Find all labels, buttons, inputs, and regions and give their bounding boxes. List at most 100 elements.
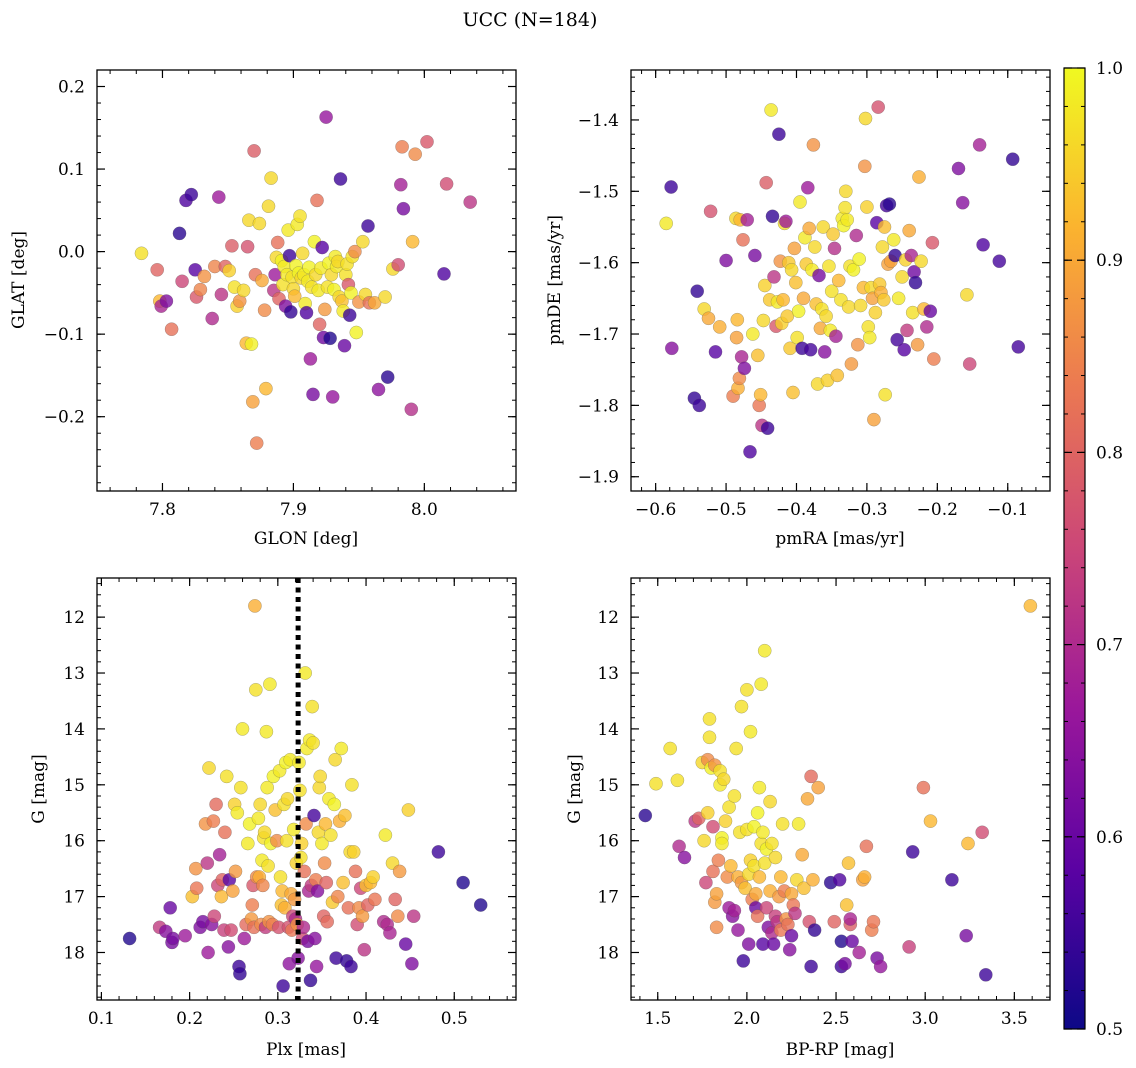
scatter-point xyxy=(727,789,742,803)
scatter-point xyxy=(251,811,266,826)
scatter-point xyxy=(431,845,446,859)
scatter-point xyxy=(420,134,434,149)
scatter-point xyxy=(649,776,663,791)
y-tick-label: −0.2 xyxy=(44,408,85,428)
scatter-point xyxy=(259,381,273,396)
scatter-point xyxy=(838,200,852,215)
x-tick-label: 8.0 xyxy=(411,500,438,520)
x-tick-label: 7.8 xyxy=(149,500,176,520)
scatter-point xyxy=(237,931,252,946)
scatter-point xyxy=(780,309,795,324)
scatter-point xyxy=(348,864,363,879)
y-tick-label: 13 xyxy=(63,664,85,684)
scatter-point xyxy=(337,338,352,353)
scatter-point xyxy=(313,769,328,784)
scatter-point xyxy=(712,320,727,334)
x-tick-label: −0.1 xyxy=(987,500,1028,520)
scatter-point xyxy=(312,317,327,332)
x-tick-label: −0.3 xyxy=(846,500,887,520)
scatter-point xyxy=(306,387,320,402)
scatter-point xyxy=(750,909,765,924)
scatter-point xyxy=(357,942,372,957)
panel-glon-glat: 7.8 7.9 8.0 0.2 0.1 0.0 −0.1 −0.2 GLON [deg] GL… xyxy=(9,69,517,549)
scatter-point xyxy=(276,979,290,993)
scatter-point xyxy=(383,926,397,940)
scatter-point xyxy=(189,881,204,896)
scatter-point xyxy=(665,341,679,356)
scatter-point xyxy=(796,291,811,306)
y-tick-label: 0.1 xyxy=(58,160,85,180)
scatter-point xyxy=(824,284,839,299)
scatter-point xyxy=(800,792,815,806)
y-axis-label-pmra-pmde: pmDE [mas/yr] xyxy=(545,215,565,345)
y-tick-label: −0.1 xyxy=(44,325,85,345)
y-tick-label: −1.6 xyxy=(578,254,619,274)
scatter-point xyxy=(355,909,370,924)
scatter-point xyxy=(758,278,772,293)
scatter-point xyxy=(757,643,772,658)
scatter-point xyxy=(261,199,276,213)
y-tick-label: −1.8 xyxy=(578,396,619,416)
scatter-point xyxy=(233,780,248,795)
panel-pmra-pmde: −0.6 −0.5 −0.4 −0.3 −0.2 −0.1 −1.4 −1.5 −1.6 −1.7… xyxy=(545,69,1051,549)
scatter-point xyxy=(391,257,406,272)
y-tick-label: 18 xyxy=(597,943,619,963)
scatter-point xyxy=(211,190,226,204)
scatter-point xyxy=(826,227,840,241)
scatter-point xyxy=(866,914,881,929)
scatter-point xyxy=(253,797,268,812)
scatter-point xyxy=(734,350,749,364)
scatter-point xyxy=(852,945,867,960)
scatter-point xyxy=(718,814,733,828)
scatter-point xyxy=(830,368,845,383)
scatter-point xyxy=(779,214,793,229)
y-tick-label: 16 xyxy=(63,832,85,852)
scatter-point xyxy=(197,269,212,284)
scatter-point xyxy=(784,928,799,943)
scatter-point xyxy=(806,138,821,152)
scatter-point xyxy=(877,292,891,307)
scatter-point xyxy=(753,387,768,402)
scatter-point xyxy=(891,291,906,306)
scatter-point xyxy=(164,322,179,337)
scatter-point xyxy=(797,881,811,896)
scatter-point xyxy=(257,303,272,318)
scatter-point xyxy=(807,923,822,937)
scatter-point xyxy=(309,959,324,974)
scatter-point xyxy=(754,677,769,692)
scatter-point xyxy=(1011,340,1026,354)
scatter-point xyxy=(248,683,263,697)
scatter-point xyxy=(789,275,803,290)
scatter-point xyxy=(264,171,278,185)
scatter-point xyxy=(184,187,199,202)
x-tick-label: −0.4 xyxy=(776,500,817,520)
scatter-point xyxy=(244,337,259,351)
scatter-point xyxy=(765,836,779,851)
scatter-point xyxy=(812,268,826,283)
scatter-point xyxy=(320,914,335,929)
scatter-point xyxy=(333,172,348,186)
scatter-point xyxy=(914,254,928,269)
scatter-point xyxy=(172,226,187,241)
scatter-point xyxy=(749,887,763,901)
scatter-point xyxy=(706,864,720,879)
scatter-point xyxy=(868,305,883,320)
x-tick-label: 0.4 xyxy=(353,1009,380,1029)
scatter-point xyxy=(740,212,755,227)
scatter-point xyxy=(664,180,678,194)
scatter-point xyxy=(819,309,833,324)
scatter-point xyxy=(230,806,245,820)
x-tick-label: 7.9 xyxy=(280,500,307,520)
scatter-point xyxy=(240,836,255,851)
scatter-point xyxy=(209,797,223,812)
scatter-point xyxy=(827,914,842,929)
scatter-points-bprp-g xyxy=(638,599,1038,982)
scatter-point xyxy=(897,342,912,357)
scatter-point xyxy=(910,337,925,352)
scatter-point xyxy=(228,864,243,879)
scatter-point xyxy=(923,814,938,828)
scatter-point xyxy=(873,959,888,974)
y-tick-label: 14 xyxy=(597,720,619,740)
x-tick-label: 2.0 xyxy=(733,1009,760,1029)
scatter-point xyxy=(806,873,820,887)
